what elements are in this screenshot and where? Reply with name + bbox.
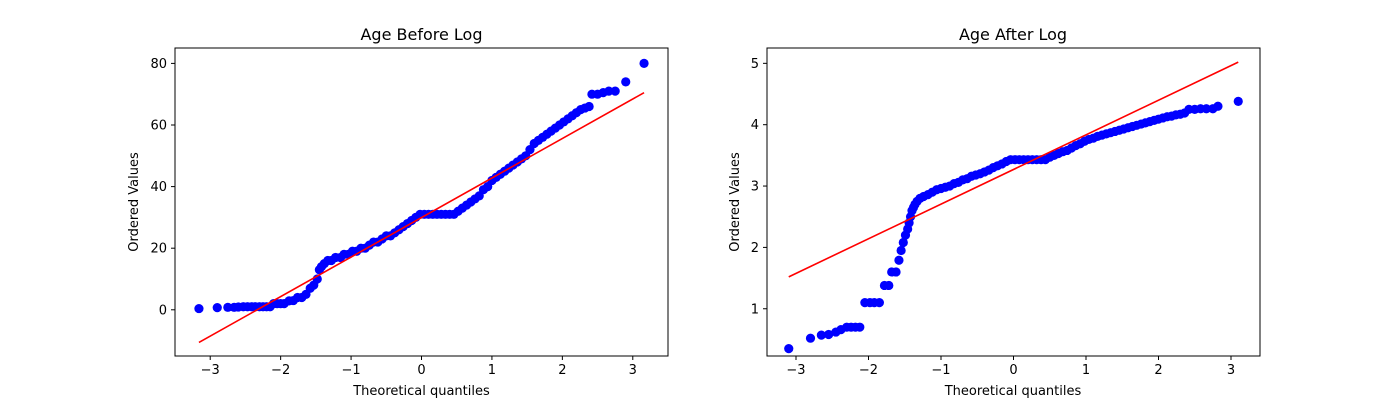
y-tick-label: 4 [751,118,759,133]
x-ticks: −3 −2 −1 0 1 2 3 [786,356,1235,378]
x-tick-label: −1 [341,363,360,378]
data-point [855,322,865,332]
y-axis-label: Ordered Values [127,152,142,252]
y-tick-label: 60 [150,119,167,134]
data-point [639,58,649,68]
x-tick-label: 0 [1009,363,1017,378]
data-point [816,330,826,340]
y-tick-label: 2 [751,241,759,256]
data-point [194,303,204,314]
data-point [604,86,614,96]
data-point [891,267,901,277]
data-marks [784,61,1243,354]
data-point [212,303,222,313]
data-point [784,344,794,354]
y-ticks: 1 2 3 4 5 [751,57,767,317]
data-point [584,101,594,112]
data-point [874,298,884,308]
y-tick-label: 1 [751,302,759,317]
y-ticks: 0 20 40 60 80 [150,57,175,318]
y-tick-label: 0 [159,303,167,318]
x-tick-label: 3 [629,363,637,378]
chart-age-before-log: Age Before Log Theoretical quantiles Ord… [127,25,669,399]
y-tick-label: 20 [150,242,167,257]
y-axis-label: Ordered Values [728,152,743,252]
data-point [884,280,894,291]
fit-line [198,91,645,344]
data-point [824,329,834,340]
x-tick-label: 0 [417,363,425,378]
data-point [1233,96,1243,106]
data-point [1213,101,1223,111]
y-tick-label: 80 [150,57,167,72]
x-tick-label: −1 [931,363,950,378]
data-point [621,77,631,87]
y-tick-label: 3 [751,180,759,195]
x-tick-label: −3 [201,363,220,378]
x-tick-label: −2 [271,363,290,378]
y-tick-label: 5 [751,57,759,72]
x-tick-label: 1 [488,363,496,378]
data-point [898,237,908,248]
data-point [896,245,906,256]
x-axis-label: Theoretical quantiles [352,384,490,399]
y-tick-label: 40 [150,180,167,195]
data-point [610,86,620,96]
x-tick-label: 1 [1082,363,1090,378]
x-tick-label: −2 [859,363,878,378]
chart-age-after-log: Age After Log Theoretical quantiles Orde… [728,25,1261,399]
data-point [894,255,904,265]
x-axis-label: Theoretical quantiles [944,384,1082,399]
data-marks [194,58,649,344]
x-tick-label: 2 [558,363,566,378]
data-point [223,302,233,312]
x-ticks: −3 −2 −1 0 1 2 3 [201,356,637,378]
chart-title: Age Before Log [360,25,482,44]
data-point [805,333,816,343]
x-tick-label: 2 [1154,363,1162,378]
x-tick-label: −3 [786,363,805,378]
plot-area [766,47,1261,357]
data-point [1201,104,1211,114]
fit-line [788,61,1239,278]
chart-title: Age After Log [959,25,1067,44]
x-tick-label: 3 [1227,363,1235,378]
